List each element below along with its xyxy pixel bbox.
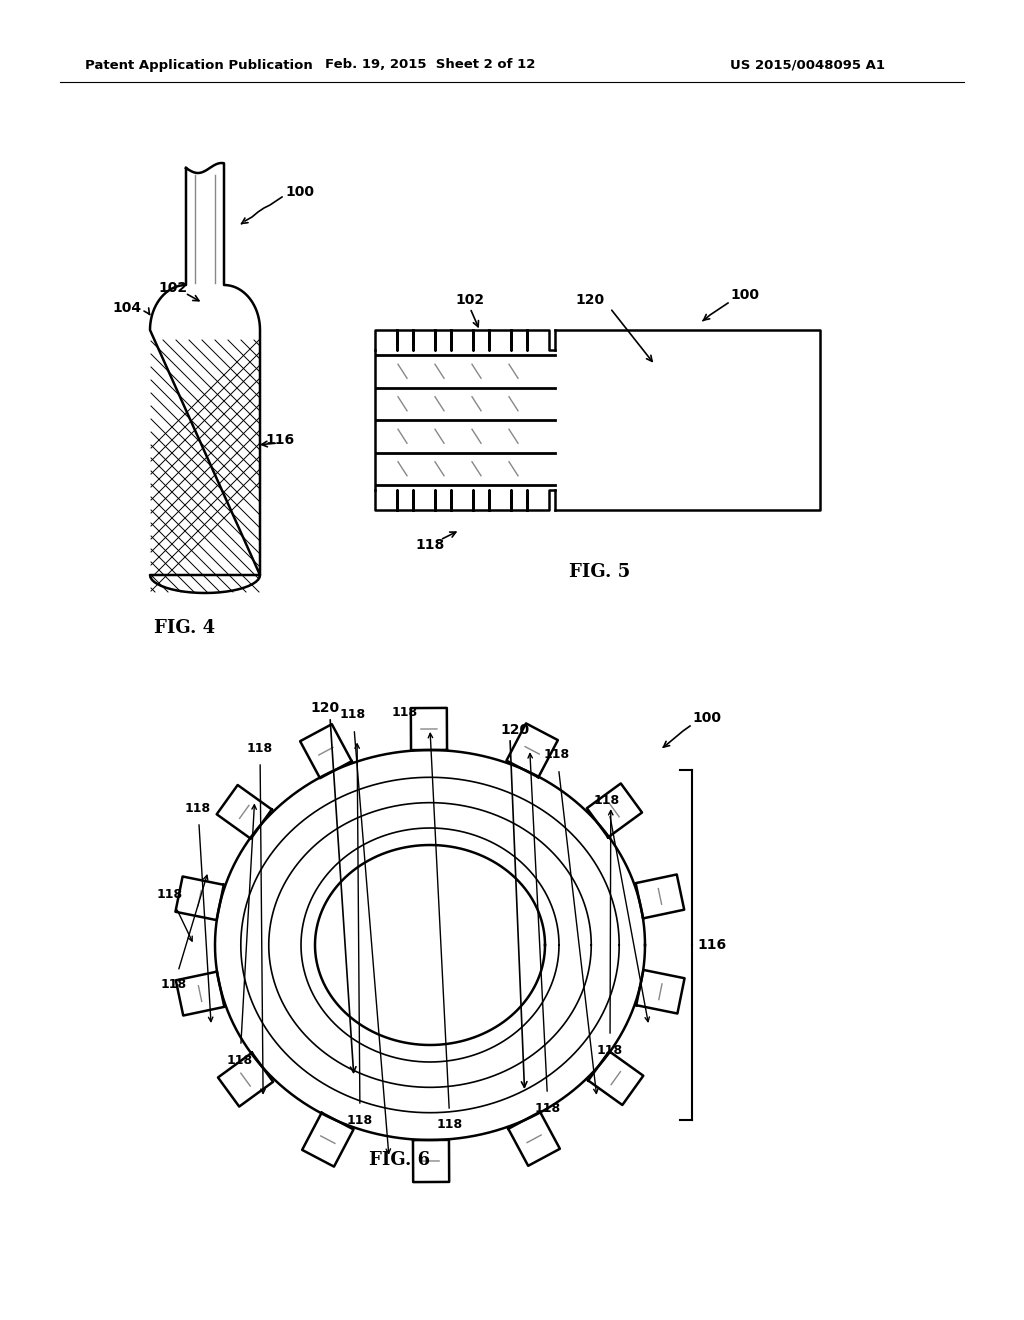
Text: 120: 120 (500, 723, 529, 737)
Text: 118: 118 (416, 539, 444, 552)
Text: 100: 100 (692, 711, 721, 725)
Text: 100: 100 (730, 288, 759, 302)
Text: FIG. 5: FIG. 5 (569, 564, 631, 581)
Text: 116: 116 (265, 433, 294, 447)
Text: 118: 118 (535, 1101, 561, 1114)
Text: 116: 116 (697, 939, 726, 952)
Text: 118: 118 (247, 742, 273, 755)
Text: Patent Application Publication: Patent Application Publication (85, 58, 312, 71)
Text: 102: 102 (159, 281, 188, 294)
Text: 118: 118 (157, 888, 183, 902)
Text: 118: 118 (437, 1118, 463, 1131)
Text: 118: 118 (340, 709, 366, 722)
Text: 118: 118 (227, 1053, 253, 1067)
Text: Feb. 19, 2015  Sheet 2 of 12: Feb. 19, 2015 Sheet 2 of 12 (325, 58, 536, 71)
Text: 100: 100 (285, 185, 314, 199)
Text: 102: 102 (455, 293, 484, 308)
Text: 120: 120 (310, 701, 339, 715)
Text: US 2015/0048095 A1: US 2015/0048095 A1 (730, 58, 885, 71)
Text: 118: 118 (544, 748, 570, 762)
Text: 118: 118 (392, 705, 418, 718)
Text: 118: 118 (185, 801, 211, 814)
Text: FIG. 6: FIG. 6 (370, 1151, 430, 1170)
Text: 118: 118 (161, 978, 187, 991)
Text: FIG. 4: FIG. 4 (155, 619, 216, 638)
Text: 118: 118 (594, 793, 621, 807)
Text: 104: 104 (112, 301, 141, 315)
Text: 118: 118 (597, 1044, 623, 1056)
Text: 120: 120 (575, 293, 604, 308)
Text: 118: 118 (347, 1114, 373, 1126)
